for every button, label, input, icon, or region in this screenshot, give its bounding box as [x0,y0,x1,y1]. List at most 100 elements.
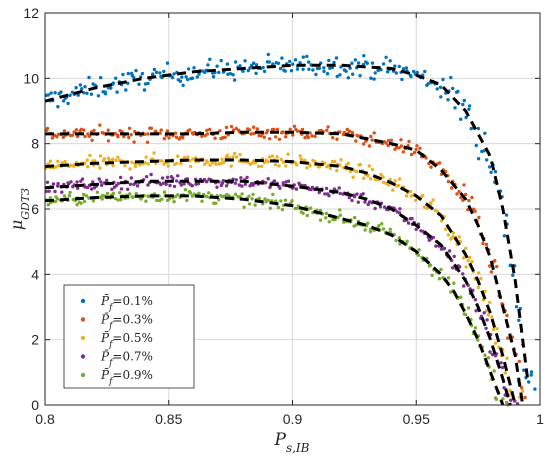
y-tick-label: 10 [23,70,39,86]
scatter-point [128,182,133,186]
scatter-point [452,281,456,285]
scatter-point [494,397,499,401]
scatter-point [223,135,227,139]
scatter-point [266,52,270,57]
scatter-point [267,155,272,159]
scatter-point [119,187,124,191]
scatter-point [334,56,339,60]
scatter-point [80,177,85,181]
scatter-point [317,165,322,169]
scatter-point [294,187,299,191]
legend-label: P̄f=0.3% [100,311,153,331]
scatter-point [369,134,373,139]
scatter-point [485,158,489,162]
scatter-point [119,198,123,202]
scatter-point [247,194,251,198]
scatter-point [97,177,101,181]
scatter-point [384,55,388,59]
scatter-point [488,165,492,169]
scatter-point [109,86,113,90]
scatter-point [176,154,180,158]
scatter-point [488,264,492,268]
scatter-point [165,61,170,65]
scatter-point [325,72,330,76]
scatter-point [303,136,307,140]
scatter-point [372,131,376,135]
scatter-point [469,126,473,131]
scatter-point [386,138,391,143]
scatter-point [211,75,216,79]
scatter-point [188,128,192,132]
scatter-point [45,180,50,184]
scatter-point [520,386,524,390]
scatter-point [453,106,457,110]
scatter-point [164,182,168,186]
y-tick-label: 0 [31,397,39,413]
scatter-point [92,159,97,163]
scatter-point [451,231,455,235]
scatter-point [352,195,357,199]
x-tick-label: 0.95 [403,411,430,427]
scatter-point [286,152,290,156]
scatter-point [268,137,272,141]
scatter-point [313,134,317,139]
scatter-point [262,69,267,74]
scatter-point [181,136,185,140]
scatter-point [114,76,118,80]
scatter-point [233,181,238,185]
scatter-point [281,130,285,134]
scatter-point [243,182,247,186]
scatter-point [409,152,414,157]
scatter-point [415,70,419,75]
scatter-point [351,72,355,76]
scatter-point [437,161,442,165]
scatter-point [358,162,362,167]
scatter-point [182,182,186,186]
scatter-point [74,86,78,90]
scatter-point [197,191,201,195]
scatter-point [63,159,67,164]
scatter-point [354,169,359,174]
scatter-point [394,238,398,243]
scatter-point [381,175,385,179]
scatter-point [181,83,185,88]
scatter-point [533,387,537,391]
scatter-point [266,160,270,164]
scatter-point [322,69,326,74]
scatter-point [295,129,300,133]
scatter-point [142,88,147,92]
scatter-point [203,162,207,166]
scatter-point [190,76,195,80]
scatter-point [323,161,327,165]
scatter-point [243,59,247,63]
scatter-point [179,161,183,166]
scatter-point [99,180,103,184]
scatter-point [305,166,309,170]
scatter-point [370,61,375,65]
scatter-point [290,199,294,203]
scatter-point [271,62,275,66]
fit-curve-line [45,130,525,406]
scatter-point [232,78,237,82]
scatter-point [348,66,352,70]
scatter-point [62,194,67,198]
scatter-point [462,284,466,288]
fit-curve-line [44,194,505,406]
scatter-point [179,183,184,187]
scatter-point [414,227,418,232]
scatter-point [96,94,101,98]
scatter-point [527,380,531,384]
scatter-point [165,129,170,133]
legend-label: P̄f=0.9% [100,367,153,387]
scatter-point [129,176,133,180]
scatter-point [324,186,329,191]
scatter-point [70,133,75,137]
legend-marker [80,298,86,304]
scatter-point [293,58,298,62]
scatter-point [495,327,499,331]
scatter-point [277,164,281,168]
scatter-point [286,179,291,183]
scatter-point [508,388,512,393]
scatter-point [92,128,96,133]
scatter-point [111,81,116,85]
